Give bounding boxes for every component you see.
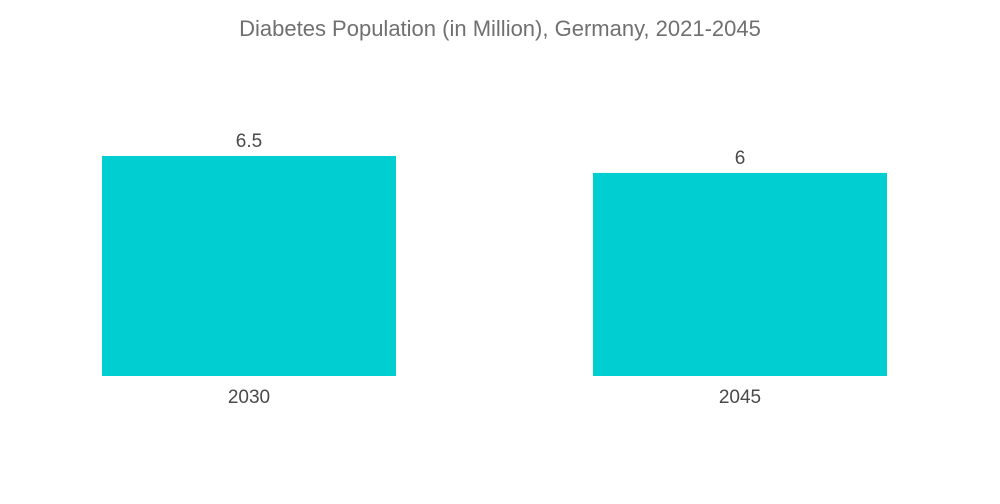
x-axis-tick-labels: 2030 2045 [228,387,761,408]
value-label-2045: 6 [735,148,746,169]
chart-title: Diabetes Population (in Million), German… [239,16,761,41]
x-tick-label-2030: 2030 [228,387,270,408]
value-labels: 6.56 [236,131,746,169]
x-tick-label-2045: 2045 [719,387,761,408]
bar-2045 [593,172,887,376]
bar-2030 [102,156,396,376]
value-label-2030: 6.5 [236,131,262,152]
bars [102,156,887,376]
